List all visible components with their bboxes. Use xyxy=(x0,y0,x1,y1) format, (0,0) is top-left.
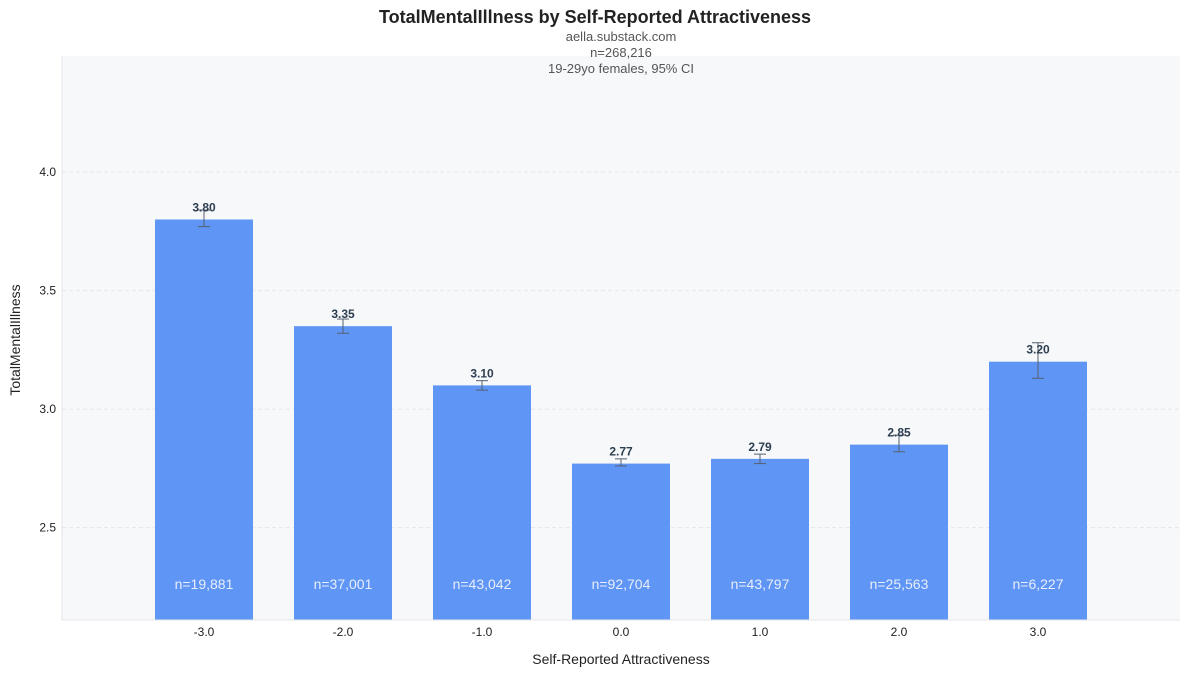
bar xyxy=(711,458,809,620)
value-label: 3.10 xyxy=(470,366,494,380)
x-tick-label: -2.0 xyxy=(333,625,354,639)
y-tick-label: 4.0 xyxy=(39,165,56,179)
bar xyxy=(850,444,948,620)
x-tick-label: 3.0 xyxy=(1030,625,1047,639)
bars xyxy=(155,209,1087,620)
chart-title: TotalMentalIllness by Self-Reported Attr… xyxy=(379,7,811,27)
x-axis-label: Self-Reported Attractiveness xyxy=(532,651,709,667)
axes: 2.5 3.0 3.5 4.0 -3.0 -2.0 -1.0 0.0 1.0 2.0 3.0 xyxy=(39,56,1180,639)
value-label: 3.80 xyxy=(192,201,216,215)
value-label: 2.77 xyxy=(609,445,633,459)
x-tick-label: 0.0 xyxy=(613,625,630,639)
value-label: 3.20 xyxy=(1026,343,1050,357)
sample-size-label: n=6,227 xyxy=(1013,576,1064,592)
y-tick-label: 3.0 xyxy=(39,402,56,416)
y-tick-label: 2.5 xyxy=(39,521,56,535)
x-tick-label: 2.0 xyxy=(891,625,908,639)
sample-size-label: n=43,797 xyxy=(731,576,790,592)
value-label: 3.35 xyxy=(331,307,355,321)
bar xyxy=(433,385,531,620)
value-label: 2.79 xyxy=(748,440,772,454)
value-label: 2.85 xyxy=(887,426,911,440)
bar xyxy=(155,219,253,620)
bar xyxy=(989,361,1087,620)
y-tick-label: 3.5 xyxy=(39,284,56,298)
chart-subtitle-line-2: n=268,216 xyxy=(590,45,652,60)
sample-size-label: n=37,001 xyxy=(314,576,373,592)
sample-size-label: n=43,042 xyxy=(453,576,512,592)
y-axis-label: TotalMentalIllness xyxy=(7,284,23,395)
sample-size-label: n=19,881 xyxy=(175,576,234,592)
chart-subtitle-line-3: 19-29yo females, 95% CI xyxy=(548,61,694,76)
sample-size-label: n=25,563 xyxy=(870,576,929,592)
data-labels: 3.80 n=19,881 3.35 n=37,001 3.10 n=43,042 2.77… xyxy=(175,201,1064,592)
chart-subtitle-line-1: aella.substack.com xyxy=(566,29,677,44)
bar xyxy=(294,326,392,620)
sample-size-label: n=92,704 xyxy=(592,576,651,592)
x-tick-label: -3.0 xyxy=(194,625,215,639)
x-tick-label: 1.0 xyxy=(752,625,769,639)
bar xyxy=(572,463,670,620)
x-tick-label: -1.0 xyxy=(472,625,493,639)
